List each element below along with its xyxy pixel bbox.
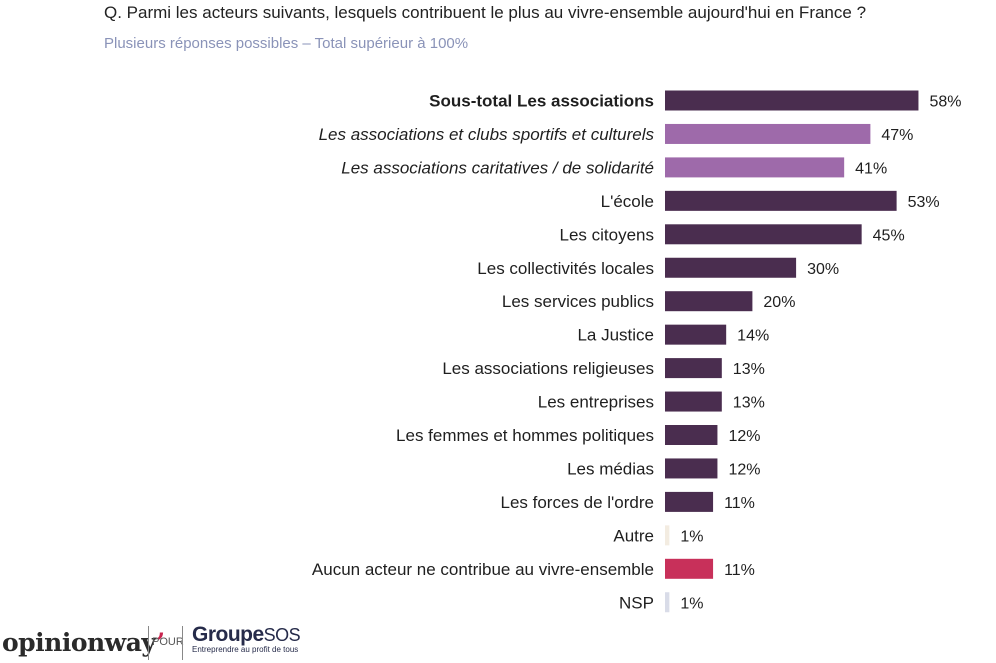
- value-label: 53%: [908, 194, 940, 211]
- bar: [665, 291, 753, 312]
- value-label: 1%: [680, 595, 703, 612]
- bar: [665, 157, 845, 178]
- category-label: Aucun acteur ne contribue au vivre-ensem…: [312, 560, 654, 579]
- bar: [665, 90, 919, 111]
- bar: [665, 123, 871, 144]
- category-label: Les collectivités locales: [477, 259, 654, 278]
- bar: [665, 391, 722, 412]
- category-label: La Justice: [577, 326, 654, 345]
- category-label: Les forces de l'ordre: [501, 493, 655, 512]
- value-label: 41%: [855, 160, 887, 177]
- value-label: 12%: [728, 461, 760, 478]
- bar: [665, 324, 727, 345]
- bar: [665, 358, 722, 379]
- category-label: Les médias: [567, 459, 654, 478]
- bar: [665, 224, 862, 245]
- value-label: 13%: [733, 395, 765, 412]
- pour-label: POUR: [152, 636, 184, 648]
- category-label: Autre: [613, 526, 654, 545]
- value-label: 30%: [807, 261, 839, 278]
- category-label: Les associations caritatives / de solida…: [341, 158, 654, 177]
- category-label: Les services publics: [502, 292, 654, 311]
- opinionway-logo: opinionway’: [2, 628, 165, 657]
- bar: [665, 458, 718, 479]
- value-label: 1%: [680, 528, 703, 545]
- category-label: Les citoyens: [560, 225, 655, 244]
- value-label: 14%: [737, 328, 769, 345]
- footer-divider: [182, 626, 183, 660]
- value-label: 58%: [929, 94, 961, 111]
- value-label: 45%: [873, 227, 905, 244]
- question-subtitle: Plusieurs réponses possibles – Total sup…: [104, 35, 469, 52]
- groupe-sos-logo: GroupeSOS Entreprendre au profit de tous: [192, 623, 301, 654]
- value-label: 47%: [881, 127, 913, 144]
- value-label: 11%: [724, 562, 755, 579]
- question-title: Q. Parmi les acteurs suivants, lesquels …: [104, 3, 867, 22]
- category-label: L'école: [601, 192, 654, 211]
- bar: [665, 425, 718, 445]
- value-label: 12%: [728, 428, 760, 445]
- category-label: Sous-total Les associations: [429, 92, 654, 111]
- value-label: 11%: [724, 495, 755, 512]
- bar: [665, 592, 670, 613]
- value-label: 20%: [763, 294, 795, 311]
- category-label: Les associations et clubs sportifs et cu…: [319, 125, 655, 144]
- bar: [665, 491, 714, 512]
- category-label: Les associations religieuses: [442, 359, 654, 378]
- value-label: 13%: [733, 361, 765, 378]
- category-label: NSP: [619, 593, 654, 612]
- bar: [665, 558, 714, 579]
- bar: [665, 257, 797, 278]
- bar: [665, 525, 670, 546]
- bar: [665, 190, 897, 211]
- category-label: Les femmes et hommes politiques: [396, 426, 654, 445]
- footer-divider: [148, 626, 149, 660]
- category-label: Les entreprises: [538, 393, 654, 412]
- footer-logos: opinionway’ POUR GroupeSOS Entreprendre …: [0, 618, 420, 663]
